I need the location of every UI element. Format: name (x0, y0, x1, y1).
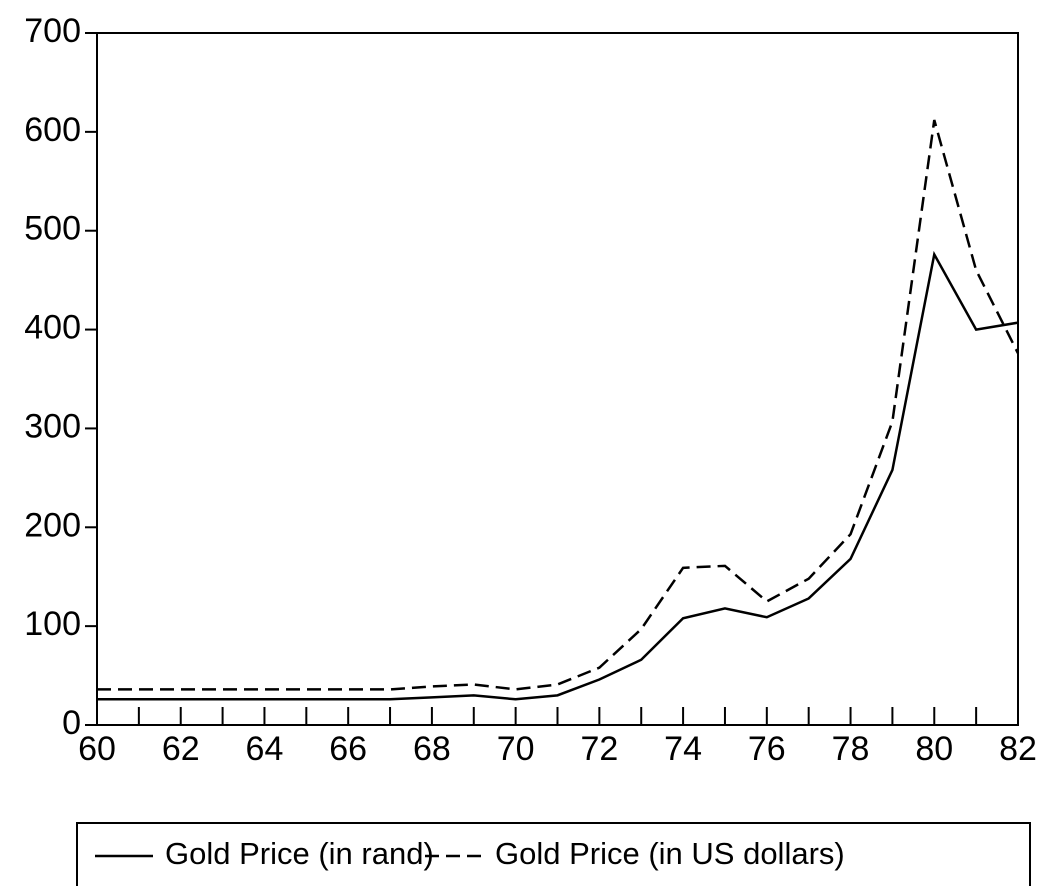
y-tick-label: 500 (24, 210, 81, 248)
y-tick-label: 400 (24, 309, 81, 347)
x-tick-label: 66 (329, 730, 367, 768)
y-tick-label: 300 (24, 407, 81, 445)
x-tick-label: 76 (748, 730, 786, 768)
line-series (97, 250, 1019, 701)
x-tick-label: 80 (915, 730, 953, 768)
x-tick-label: 60 (78, 730, 116, 768)
x-tick-label: 82 (999, 730, 1037, 768)
x-tick-label: 64 (246, 730, 284, 768)
y-tick-label: 100 (24, 605, 81, 643)
y-tick-label: 0 (62, 704, 81, 742)
x-tick-label: 78 (832, 730, 870, 768)
line-series (97, 119, 1020, 691)
x-tick-label: 72 (580, 730, 618, 768)
y-tick-label: 200 (24, 506, 81, 544)
x-tick-label: 68 (413, 730, 451, 768)
x-tick-label: 74 (664, 730, 702, 768)
legend-label: Gold Price (in rand) (165, 836, 434, 871)
plot-frame (96, 32, 1019, 726)
x-tick-label: 70 (497, 730, 535, 768)
y-tick-label: 700 (24, 12, 81, 50)
x-tick-label: 62 (162, 730, 200, 768)
legend-label: Gold Price (in US dollars) (495, 836, 845, 871)
legend-box (76, 822, 1031, 886)
y-tick-label: 600 (24, 111, 81, 149)
